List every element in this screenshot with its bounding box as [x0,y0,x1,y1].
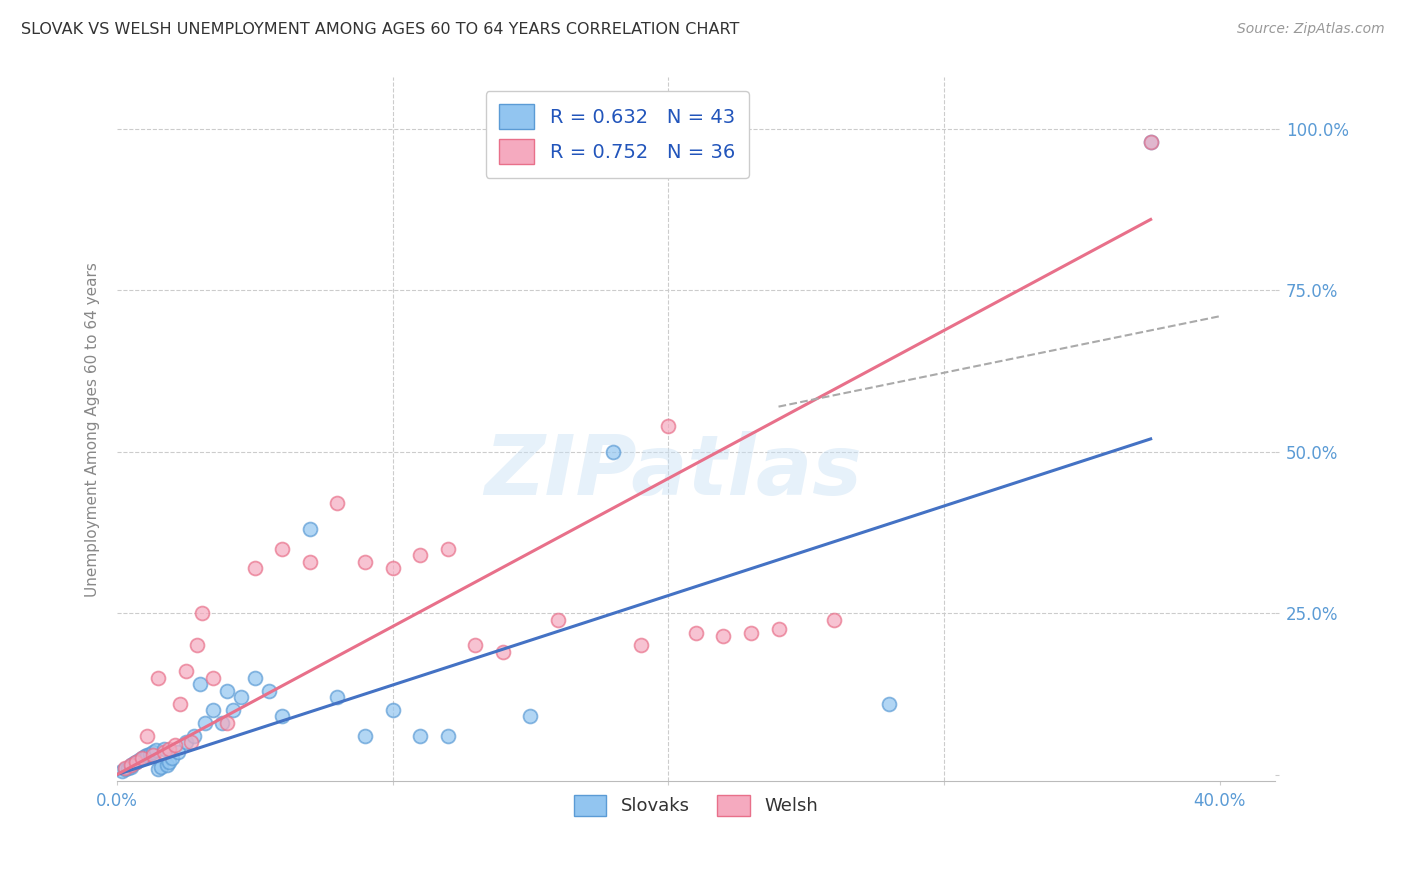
Y-axis label: Unemployment Among Ages 60 to 64 years: Unemployment Among Ages 60 to 64 years [86,261,100,597]
Point [145,743,167,757]
Point [326,496,349,510]
Point [142,748,165,763]
Point [125,755,148,769]
Point [120,757,142,772]
Point [202,703,225,717]
Point [464,639,486,653]
Text: SLOVAK VS WELSH UNEMPLOYMENT AMONG AGES 60 TO 64 YEARS CORRELATION CHART: SLOVAK VS WELSH UNEMPLOYMENT AMONG AGES … [21,22,740,37]
Point [148,763,170,777]
Text: Source: ZipAtlas.com: Source: ZipAtlas.com [1237,22,1385,37]
Point [243,561,266,575]
Point [436,729,458,743]
Point [409,729,432,743]
Point [136,729,159,743]
Point [271,541,294,556]
Point [111,764,134,779]
Point [877,697,900,711]
Text: ZIPatlas: ZIPatlas [484,431,862,512]
Point [1139,135,1161,149]
Point [630,639,652,653]
Point [229,690,252,704]
Point [153,745,176,759]
Point [114,761,136,775]
Point [823,613,845,627]
Point [155,757,177,772]
Point [125,755,148,769]
Point [381,703,404,717]
Point [153,741,176,756]
Point [160,751,183,765]
Point [131,751,153,765]
Point [222,703,245,717]
Point [243,671,266,685]
Point [298,555,321,569]
Point [492,645,515,659]
Point [134,749,156,764]
Point [685,625,707,640]
Point [186,639,208,653]
Point [547,613,569,627]
Point [519,709,541,723]
Point [136,748,159,763]
Point [354,555,377,569]
Point [157,741,180,756]
Point [194,715,217,730]
Point [354,729,377,743]
Point [128,753,150,767]
Point [120,760,142,774]
Point [157,755,180,769]
Point [1139,135,1161,149]
Point [142,745,165,759]
Point [217,715,239,730]
Point [174,665,197,679]
Point [139,747,162,761]
Point [298,522,321,536]
Point [188,677,211,691]
Point [166,745,188,759]
Point [211,715,233,730]
Point [122,756,145,770]
Point [150,760,173,774]
Point [326,690,349,704]
Point [180,735,202,749]
Point [713,629,735,643]
Point [657,419,679,434]
Point [381,561,404,575]
Point [114,763,136,777]
Point [131,751,153,765]
Point [191,606,214,620]
Point [740,625,762,640]
Point [202,671,225,685]
Point [117,761,139,775]
Point [602,445,624,459]
Point [148,671,170,685]
Point [217,683,239,698]
Point [174,735,197,749]
Point [271,709,294,723]
Point [183,729,205,743]
Point [409,548,432,562]
Point [768,623,790,637]
Point [120,757,142,772]
Point [436,541,458,556]
Point [257,683,280,698]
Legend: Slovaks, Welsh: Slovaks, Welsh [565,786,827,825]
Point [169,697,191,711]
Point [163,739,186,753]
